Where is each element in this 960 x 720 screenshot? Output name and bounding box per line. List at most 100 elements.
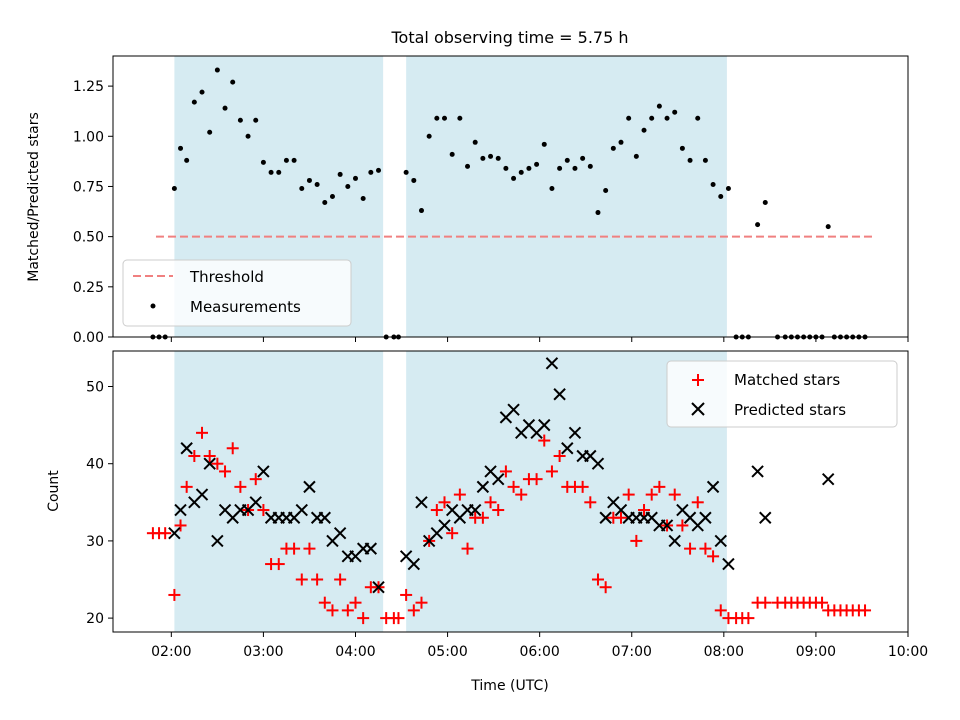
predicted-stars-point bbox=[364, 542, 378, 555]
matched-stars-point bbox=[334, 573, 347, 586]
matched-stars-point bbox=[188, 449, 201, 462]
bottom-y-axis-label: Count bbox=[46, 470, 62, 512]
top-legend: Threshold Measurements bbox=[122, 259, 352, 327]
measurement-point bbox=[291, 157, 297, 163]
predicted-stars-point bbox=[174, 503, 187, 517]
measurement-point bbox=[207, 129, 213, 135]
matched-stars-point bbox=[453, 488, 466, 501]
matched-stars-point bbox=[622, 488, 635, 501]
matched-stars-point bbox=[174, 519, 187, 532]
matched-stars-point bbox=[318, 596, 331, 609]
xtick-label: 07:00 bbox=[612, 644, 652, 660]
matched-stars-point bbox=[326, 604, 339, 617]
measurement-point bbox=[253, 117, 259, 123]
matched-stars-point bbox=[492, 504, 505, 517]
measurement-point bbox=[702, 157, 708, 163]
measurement-point bbox=[337, 171, 343, 177]
measurement-point bbox=[199, 89, 205, 95]
predicted-legend-swatch bbox=[691, 402, 705, 416]
top-ytick-label: 0.75 bbox=[73, 179, 104, 195]
measurement-point bbox=[587, 163, 593, 169]
bottom-x-ticks: 02:00 03:00 04:00 05:00 06:00 07:00 08:00 09:00… bbox=[151, 632, 928, 660]
top-ytick-label: 0.25 bbox=[73, 280, 104, 296]
matched-stars-point bbox=[591, 573, 604, 586]
matched-stars-point bbox=[272, 558, 285, 571]
bottom-data-marks bbox=[146, 357, 872, 625]
matched-stars-point bbox=[288, 542, 301, 555]
matched-stars-point bbox=[553, 449, 566, 462]
matched-stars-point bbox=[219, 465, 232, 478]
predicted-stars-point bbox=[545, 357, 559, 370]
top-plot: 0.00 0.25 0.50 0.75 1.00 1.25 Total observing… bbox=[26, 28, 909, 346]
predicted-stars-point bbox=[759, 511, 772, 524]
measurement-point bbox=[518, 169, 524, 175]
matched-stars-point bbox=[476, 511, 489, 524]
measurement-point bbox=[511, 175, 517, 181]
bottom-ytick-label: 50 bbox=[86, 380, 104, 396]
measurement-point bbox=[534, 161, 540, 167]
matched-stars-point bbox=[226, 442, 239, 455]
matched-stars-point bbox=[816, 596, 829, 609]
measurement-point bbox=[245, 133, 251, 139]
measurement-point bbox=[299, 185, 305, 191]
matched-stars-point bbox=[599, 581, 612, 594]
measurement-point bbox=[276, 169, 282, 175]
matched-stars-point bbox=[303, 542, 316, 555]
measurement-point bbox=[710, 181, 716, 187]
measurement-point bbox=[171, 185, 177, 191]
measurement-point bbox=[595, 210, 601, 216]
matched-stars-point bbox=[392, 612, 405, 625]
measurement-point bbox=[641, 127, 647, 133]
top-shaded-intervals bbox=[174, 56, 727, 337]
predicted-stars-point bbox=[591, 457, 605, 470]
bottom-y-ticks: 20 30 40 50 bbox=[86, 380, 113, 627]
predicted-stars-point bbox=[303, 480, 316, 494]
matched-stars-point bbox=[499, 465, 512, 478]
predicted-stars-point bbox=[476, 480, 490, 494]
measurement-point bbox=[360, 196, 366, 202]
matched-stars-point bbox=[759, 596, 772, 609]
matched-stars-point bbox=[530, 473, 543, 486]
top-y-axis-label: Matched/Predicted stars bbox=[26, 112, 42, 282]
measurement-point bbox=[656, 103, 662, 109]
measurement-point bbox=[191, 99, 197, 105]
predicted-stars-point bbox=[468, 503, 482, 517]
top-ytick-label: 1.00 bbox=[73, 129, 104, 145]
matched-stars-point bbox=[507, 480, 520, 493]
predicted-stars-point bbox=[249, 496, 262, 509]
matched-stars-point bbox=[211, 457, 224, 470]
matched-stars-point bbox=[203, 449, 216, 462]
predicted-legend-label: Predicted stars bbox=[734, 401, 846, 419]
predicted-stars-point bbox=[751, 465, 764, 478]
matched-stars-point bbox=[699, 542, 712, 555]
xtick-label: 09:00 bbox=[796, 644, 836, 660]
measurement-point bbox=[442, 115, 448, 121]
predicted-stars-point bbox=[438, 519, 451, 532]
bottom-legend: Matched stars Predicted stars bbox=[666, 360, 898, 428]
matched-stars-point bbox=[515, 488, 528, 501]
measurement-point bbox=[672, 109, 678, 115]
matched-stars-point bbox=[234, 480, 247, 493]
matched-stars-point bbox=[295, 573, 308, 586]
matched-stars-point bbox=[249, 473, 262, 486]
matched-stars-point bbox=[484, 496, 497, 509]
matched-stars-point bbox=[400, 588, 413, 601]
predicted-stars-point bbox=[821, 472, 835, 486]
matched-stars-point bbox=[707, 550, 720, 563]
matched-stars-point bbox=[638, 504, 651, 517]
measurement-point bbox=[618, 139, 624, 145]
matched-stars-point bbox=[645, 488, 658, 501]
matched-stars-point bbox=[257, 504, 270, 517]
matched-stars-point bbox=[584, 496, 597, 509]
measurement-point bbox=[526, 165, 532, 171]
top-ytick-label: 0.50 bbox=[73, 230, 104, 246]
measurement-point bbox=[260, 159, 266, 165]
measurement-point bbox=[549, 185, 555, 191]
matched-stars-point bbox=[311, 573, 324, 586]
measurement-point bbox=[314, 181, 320, 187]
matched-stars-point bbox=[168, 588, 181, 601]
predicted-stars-point bbox=[318, 511, 332, 524]
xtick-label: 06:00 bbox=[519, 644, 559, 660]
